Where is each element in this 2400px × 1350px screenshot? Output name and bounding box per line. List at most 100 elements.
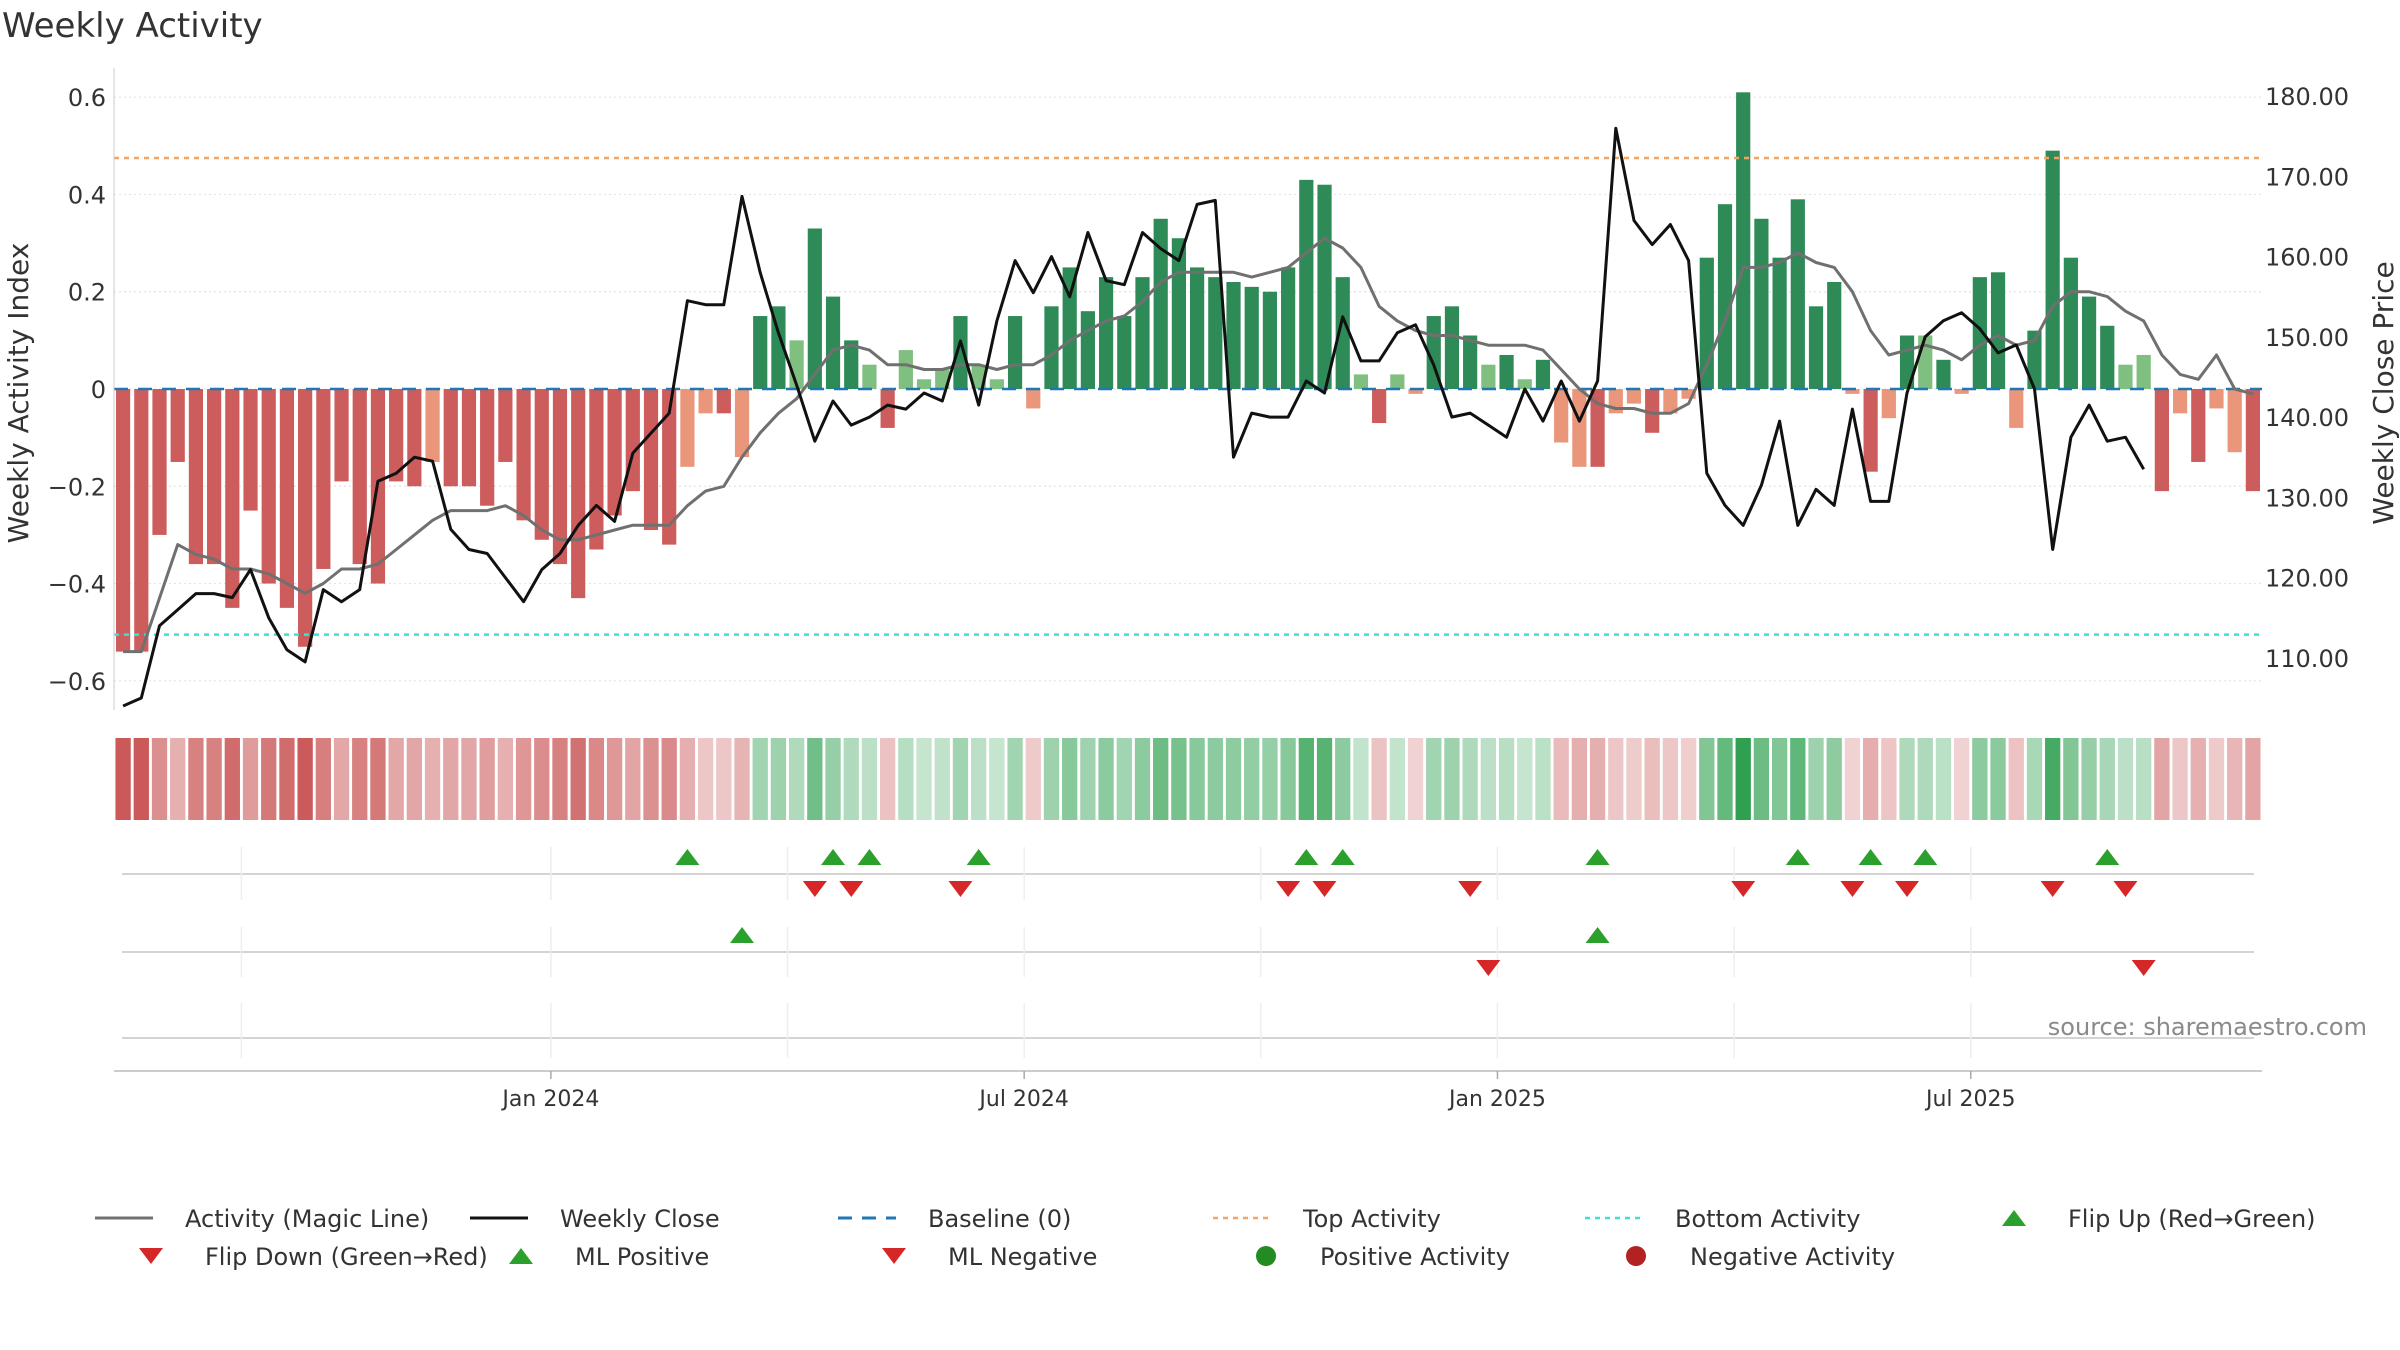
activity-bar bbox=[1117, 316, 1132, 389]
y-right-tick-label: 170.00 bbox=[2265, 163, 2349, 191]
activity-bar bbox=[188, 389, 204, 565]
heat-cell bbox=[1207, 738, 1223, 820]
heat-cell bbox=[570, 738, 586, 820]
legend-swatch bbox=[1626, 1246, 1646, 1266]
y-right-tick-label: 140.00 bbox=[2265, 404, 2349, 432]
activity-bar bbox=[298, 389, 313, 647]
heat-cell bbox=[2245, 738, 2261, 820]
flip-down-marker bbox=[1276, 881, 1301, 897]
legend-swatch bbox=[2002, 1210, 2026, 1226]
activity-bar bbox=[1918, 335, 1933, 389]
heat-cell bbox=[151, 738, 168, 820]
activity-bar bbox=[1463, 335, 1478, 389]
x-tick-label: Jan 2024 bbox=[500, 1087, 599, 1112]
weekly-close-line bbox=[122, 126, 2146, 708]
activity-bar bbox=[1335, 277, 1350, 389]
heat-cell bbox=[952, 738, 969, 820]
activity-bar bbox=[1226, 282, 1241, 389]
heat-cell bbox=[625, 738, 641, 820]
heat-cell bbox=[1899, 738, 1915, 820]
flip-down-marker bbox=[1840, 881, 1865, 897]
y-axis-right-label: Weekly Close Price bbox=[2367, 261, 2400, 524]
activity-bar bbox=[716, 389, 731, 414]
heat-cell bbox=[1517, 738, 1533, 820]
heat-cell bbox=[279, 738, 295, 820]
heat-cell bbox=[879, 738, 896, 820]
legend-label: Baseline (0) bbox=[928, 1205, 1071, 1233]
heat-cell bbox=[315, 738, 331, 820]
activity-bar bbox=[1481, 364, 1496, 389]
activity-bar bbox=[698, 389, 713, 414]
activity-bar bbox=[953, 316, 968, 389]
legend-label: Top Activity bbox=[1302, 1205, 1441, 1233]
legend-label: Flip Down (Green→Red) bbox=[205, 1243, 488, 1271]
activity-bar bbox=[1990, 272, 2006, 389]
activity-bar bbox=[1044, 306, 1059, 389]
activity-bar bbox=[607, 389, 622, 516]
activity-bar bbox=[753, 316, 768, 389]
heat-cell bbox=[1280, 738, 1296, 820]
activity-bar bbox=[116, 389, 131, 652]
heat-cell bbox=[515, 738, 532, 820]
heat-cell bbox=[1862, 738, 1879, 820]
activity-bar bbox=[862, 364, 877, 389]
y-right-tick-label: 120.00 bbox=[2265, 565, 2349, 593]
ml-negative-marker bbox=[1476, 960, 1501, 976]
heat-cell bbox=[1171, 738, 1187, 820]
heat-cell bbox=[1462, 738, 1478, 820]
activity-bar bbox=[1645, 389, 1660, 433]
activity-bar bbox=[589, 389, 604, 550]
activity-bar bbox=[1190, 267, 1205, 389]
x-tick-label: Jul 2025 bbox=[1924, 1087, 2016, 1112]
activity-bar bbox=[2009, 389, 2024, 428]
heat-cell bbox=[934, 738, 950, 820]
activity-bar bbox=[407, 389, 422, 487]
activity-bar bbox=[2209, 389, 2224, 409]
activity-bar bbox=[662, 389, 677, 545]
heat-cell bbox=[807, 738, 823, 820]
heat-cell bbox=[734, 738, 750, 820]
activity-bar bbox=[1754, 218, 1769, 389]
heat-cell bbox=[497, 738, 514, 820]
legend-label: Activity (Magic Line) bbox=[185, 1205, 429, 1233]
legend-label: ML Negative bbox=[948, 1243, 1097, 1271]
activity-bar bbox=[989, 379, 1004, 389]
heat-cell bbox=[2117, 738, 2134, 820]
heat-cell bbox=[115, 738, 131, 820]
activity-bar bbox=[844, 340, 859, 389]
legend-swatch bbox=[139, 1248, 163, 1264]
activity-bar bbox=[534, 389, 549, 540]
heat-cell bbox=[552, 738, 568, 820]
heat-cell bbox=[1007, 738, 1023, 820]
activity-bar bbox=[389, 389, 404, 482]
activity-bar bbox=[916, 379, 932, 389]
heat-cell bbox=[406, 738, 423, 820]
x-axis: Jan 2024 Jul 2024 Jan 2025 Jul 2025 bbox=[114, 1070, 2262, 1112]
heat-cell bbox=[1735, 738, 1751, 820]
flip-down-marker bbox=[839, 881, 864, 897]
flip-up-marker bbox=[857, 849, 882, 865]
activity-bar bbox=[316, 389, 331, 569]
heat-cell bbox=[443, 738, 459, 820]
activity-bar bbox=[898, 350, 913, 389]
activity-bar bbox=[2154, 389, 2169, 492]
heat-cell bbox=[1571, 738, 1588, 820]
heat-cell bbox=[388, 738, 404, 820]
flip-up-marker bbox=[2095, 849, 2120, 865]
flip-up-marker bbox=[1294, 849, 1319, 865]
activity-bar bbox=[443, 389, 458, 487]
activity-bar bbox=[1517, 379, 1532, 389]
activity-bar bbox=[2136, 354, 2151, 389]
heat-cell bbox=[1444, 738, 1460, 820]
activity-bar bbox=[1171, 238, 1186, 389]
activity-bar bbox=[461, 389, 477, 487]
flip-up-marker bbox=[675, 849, 700, 865]
activity-bar bbox=[880, 389, 895, 428]
y-right-tick-label: 110.00 bbox=[2265, 645, 2349, 673]
activity-bar bbox=[2227, 389, 2242, 453]
ml-positive-marker bbox=[1585, 927, 1610, 943]
heat-cell bbox=[2026, 738, 2043, 820]
legend-label: Negative Activity bbox=[1690, 1243, 1895, 1271]
activity-bar bbox=[807, 228, 822, 389]
